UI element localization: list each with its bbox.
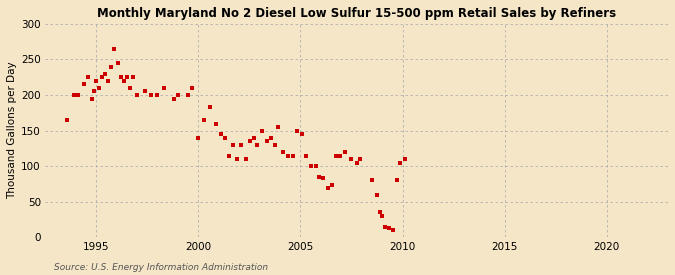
Point	[103, 79, 114, 83]
Point	[140, 89, 151, 94]
Point	[395, 161, 406, 165]
Point	[88, 89, 99, 94]
Point	[100, 72, 111, 76]
Point	[236, 143, 246, 147]
Point	[283, 153, 294, 158]
Point	[277, 150, 288, 154]
Point	[86, 97, 97, 101]
Point	[305, 164, 316, 168]
Text: Source: U.S. Energy Information Administration: Source: U.S. Energy Information Administ…	[54, 263, 268, 272]
Point	[152, 93, 163, 97]
Point	[288, 153, 298, 158]
Point	[273, 125, 284, 129]
Point	[112, 61, 123, 65]
Point	[380, 224, 391, 229]
Point	[199, 118, 210, 122]
Point	[327, 183, 338, 188]
Point	[82, 75, 93, 79]
Point	[193, 136, 204, 140]
Point	[375, 210, 385, 215]
Point	[219, 136, 230, 140]
Point	[94, 86, 105, 90]
Point	[310, 164, 321, 168]
Point	[97, 75, 107, 79]
Point	[399, 157, 410, 161]
Point	[241, 157, 252, 161]
Point	[256, 128, 267, 133]
Point	[384, 226, 395, 230]
Point	[223, 153, 234, 158]
Point	[269, 143, 280, 147]
Point	[62, 118, 73, 122]
Point	[292, 128, 302, 133]
Point	[78, 82, 89, 87]
Point	[317, 176, 328, 180]
Point	[377, 214, 387, 218]
Point	[331, 153, 342, 158]
Point	[335, 153, 346, 158]
Point	[297, 132, 308, 136]
Point	[187, 86, 198, 90]
Point	[346, 157, 357, 161]
Point	[340, 150, 351, 154]
Point	[323, 185, 333, 190]
Point	[109, 46, 120, 51]
Point	[172, 93, 183, 97]
Point	[168, 97, 179, 101]
Point	[122, 75, 132, 79]
Point	[227, 143, 238, 147]
Point	[252, 143, 263, 147]
Point	[249, 136, 260, 140]
Point	[367, 178, 377, 183]
Point	[388, 228, 399, 232]
Point	[124, 86, 135, 90]
Point	[118, 79, 129, 83]
Point	[146, 93, 157, 97]
Point	[90, 79, 101, 83]
Point	[301, 153, 312, 158]
Point	[205, 105, 216, 109]
Point	[183, 93, 194, 97]
Point	[128, 75, 138, 79]
Point	[265, 136, 276, 140]
Point	[261, 139, 272, 144]
Point	[132, 93, 142, 97]
Point	[392, 178, 403, 183]
Point	[158, 86, 169, 90]
Point	[351, 161, 362, 165]
Point	[245, 139, 256, 144]
Y-axis label: Thousand Gallons per Day: Thousand Gallons per Day	[7, 62, 17, 199]
Point	[215, 132, 226, 136]
Point	[68, 93, 79, 97]
Point	[210, 121, 221, 126]
Point	[115, 75, 126, 79]
Point	[72, 93, 83, 97]
Point	[313, 175, 324, 179]
Point	[371, 192, 382, 197]
Title: Monthly Maryland No 2 Diesel Low Sulfur 15-500 ppm Retail Sales by Refiners: Monthly Maryland No 2 Diesel Low Sulfur …	[97, 7, 616, 20]
Point	[354, 157, 365, 161]
Point	[106, 64, 117, 69]
Point	[232, 157, 242, 161]
